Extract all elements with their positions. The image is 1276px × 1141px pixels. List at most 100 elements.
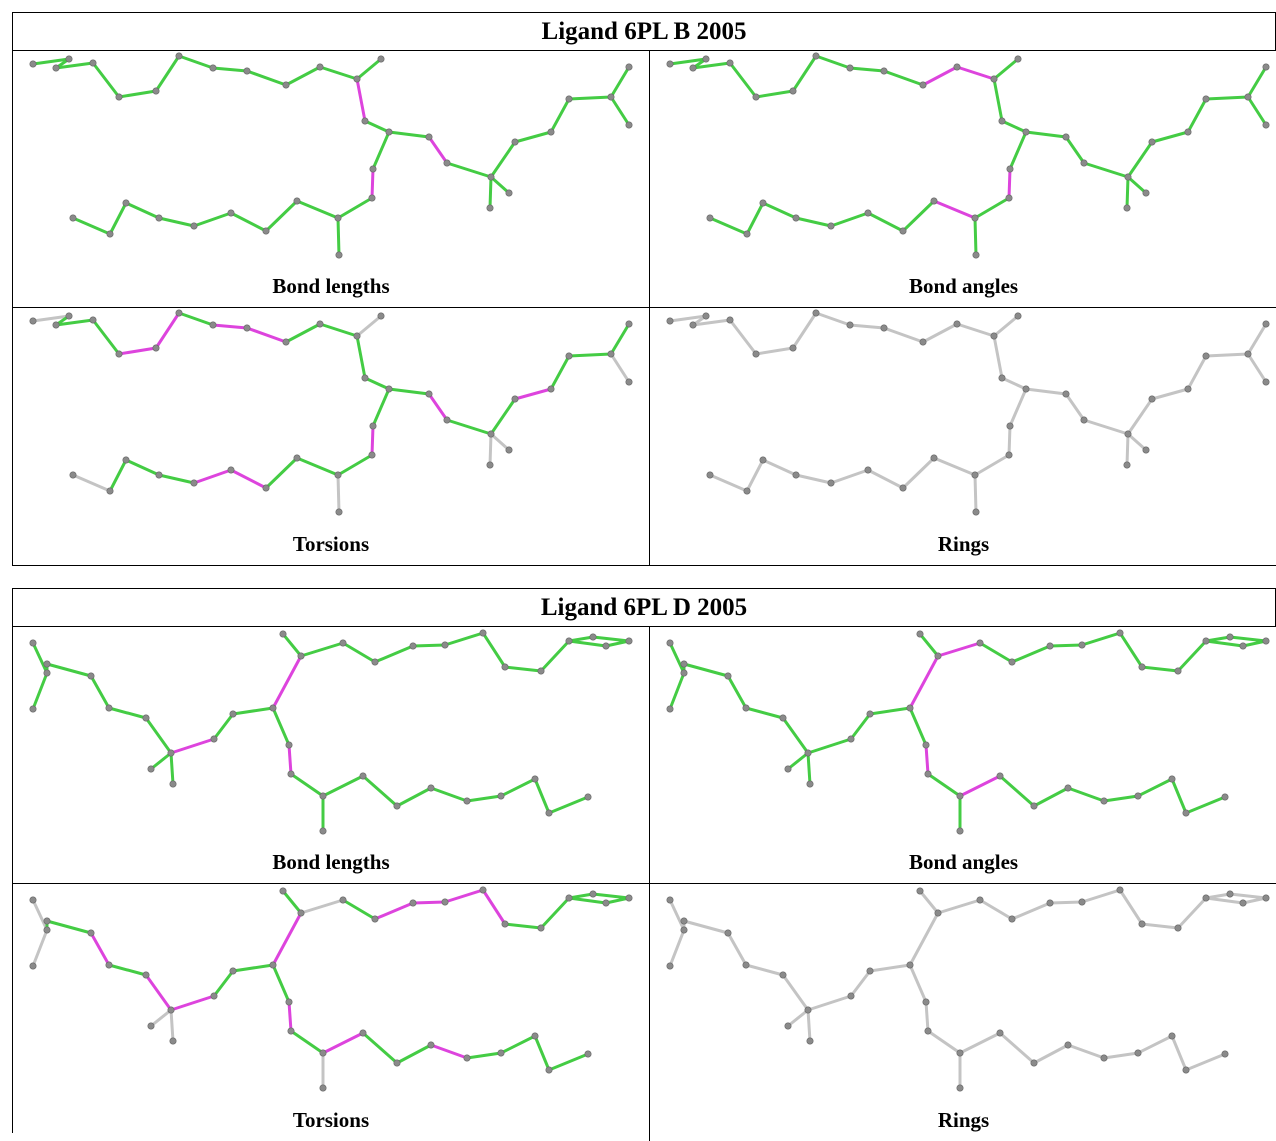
atom xyxy=(479,886,487,894)
bond xyxy=(908,963,928,1004)
atom xyxy=(1202,352,1210,360)
bond xyxy=(973,216,978,257)
atom xyxy=(666,639,674,647)
bond xyxy=(169,1008,175,1043)
bond xyxy=(1000,119,1028,134)
bond xyxy=(932,199,977,220)
bond xyxy=(806,994,853,1012)
bond xyxy=(848,323,886,330)
bond xyxy=(318,322,359,338)
bond xyxy=(1204,892,1232,900)
bond xyxy=(513,130,553,144)
bond xyxy=(936,641,982,658)
bond xyxy=(124,201,161,220)
bond xyxy=(1082,418,1130,436)
atom xyxy=(537,667,545,675)
atom xyxy=(43,660,51,668)
atom xyxy=(169,780,177,788)
atom xyxy=(1138,663,1146,671)
atom xyxy=(607,350,615,358)
bond xyxy=(387,130,431,139)
bond xyxy=(866,211,905,233)
atom xyxy=(152,87,160,95)
atom xyxy=(142,971,150,979)
atom xyxy=(1123,204,1131,212)
atom xyxy=(287,1027,295,1035)
bond xyxy=(936,898,982,915)
atom xyxy=(789,87,797,95)
atom xyxy=(1080,416,1088,424)
atom xyxy=(680,926,688,934)
atom xyxy=(175,52,183,60)
bond xyxy=(108,201,128,236)
atom xyxy=(227,466,235,474)
bond xyxy=(271,911,303,967)
atom xyxy=(1244,93,1252,101)
bond xyxy=(488,432,493,467)
atom xyxy=(726,59,734,67)
atom xyxy=(812,309,820,317)
bond xyxy=(281,889,303,915)
atom xyxy=(167,1006,175,1014)
bond xyxy=(609,65,631,99)
atom xyxy=(1022,128,1030,136)
panel-caption: Bond lengths xyxy=(272,274,390,298)
atom xyxy=(293,197,301,205)
atom xyxy=(385,128,393,136)
atom xyxy=(1262,320,1270,328)
bond xyxy=(958,1031,1002,1055)
atom xyxy=(602,899,610,907)
bond xyxy=(144,973,173,1012)
atom xyxy=(393,1059,401,1067)
atom xyxy=(1148,395,1156,403)
molecule xyxy=(666,309,1270,516)
bond xyxy=(918,889,940,915)
bond xyxy=(481,888,507,926)
atom xyxy=(666,705,674,713)
bond xyxy=(1140,665,1180,673)
bond xyxy=(921,322,959,344)
panel-caption: Torsions xyxy=(292,532,370,556)
atom xyxy=(319,827,327,835)
atom xyxy=(316,63,324,71)
atom xyxy=(175,309,183,317)
atom xyxy=(319,1084,327,1092)
bond xyxy=(299,898,345,915)
bond xyxy=(728,61,758,99)
atom xyxy=(441,898,449,906)
atom xyxy=(990,75,998,83)
atom xyxy=(742,704,750,712)
panel: Rings xyxy=(650,884,1276,1141)
bond xyxy=(429,786,469,803)
bond xyxy=(169,737,216,755)
atom xyxy=(282,338,290,346)
atom xyxy=(1064,784,1072,792)
atom xyxy=(666,896,674,904)
bond xyxy=(1246,322,1268,356)
atom xyxy=(934,909,942,917)
atom xyxy=(486,461,494,469)
bond xyxy=(1170,1034,1188,1072)
atom xyxy=(155,471,163,479)
bond xyxy=(1064,135,1086,165)
bond xyxy=(1066,786,1106,803)
atom xyxy=(584,1050,592,1058)
atom xyxy=(565,95,573,103)
bond xyxy=(992,314,1020,338)
bond xyxy=(1204,635,1232,643)
bond xyxy=(745,201,765,236)
bond xyxy=(786,1008,810,1028)
atom xyxy=(742,961,750,969)
atom xyxy=(847,735,855,743)
bond xyxy=(192,468,233,485)
atom xyxy=(806,1037,814,1045)
bond xyxy=(1118,888,1144,926)
bond xyxy=(373,901,415,921)
bond xyxy=(882,326,925,344)
bond xyxy=(924,743,930,776)
atom xyxy=(976,639,984,647)
bond xyxy=(177,311,215,327)
atom xyxy=(1184,385,1192,393)
atom xyxy=(1123,461,1131,469)
bond xyxy=(1150,130,1190,144)
